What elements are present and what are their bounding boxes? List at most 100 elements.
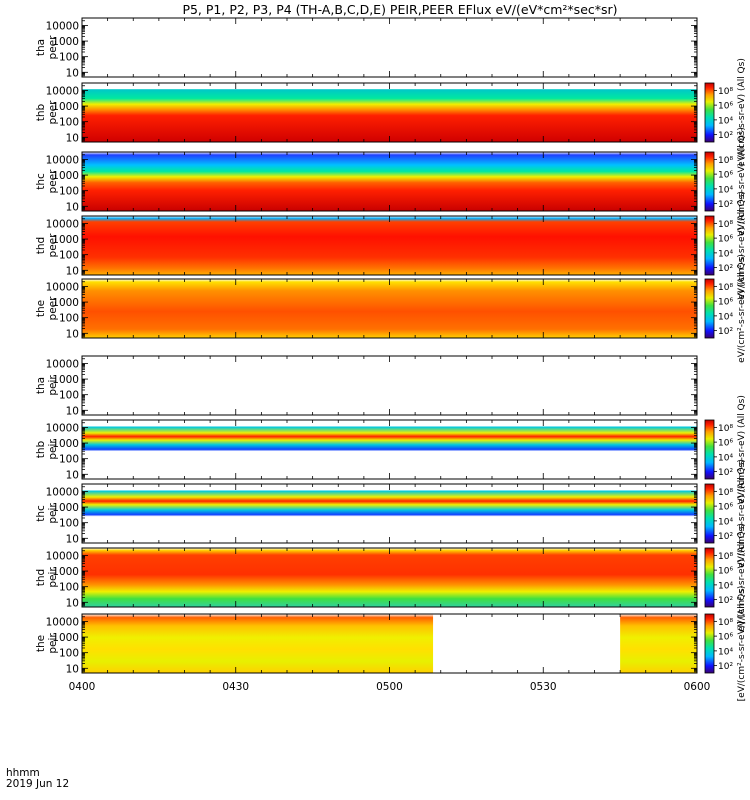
y-tick-label: 1000 [52,438,79,450]
colorbar-tick-label: 10⁸ [718,552,733,562]
y-tick-label: 10000 [46,85,79,97]
colorbar-the-peer: 10² 10⁴ 10⁶ 10⁸ eV/(cm²-s-sr-eV) (All Qs) [704,254,747,363]
panel-label-instrument: peer [47,296,59,321]
panel-label-probe: tha [35,377,47,394]
y-tick-label: 10000 [46,154,79,166]
y-tick-label: 10 [66,405,79,417]
colorbar-tick-label: 10² [718,200,733,210]
panel-thd-peir: 10 100 1000 10000 thd peir 10² 10⁴ 10⁶ 10⁸ eV/(cm²… [35,523,747,632]
panel-thc-peir: 10 100 1000 10000 thc peir 10² 10⁴ 10⁶ 10⁸ eV/(cm²… [35,459,747,568]
y-tick-label: 100 [59,52,79,64]
panel-label-probe: thc [35,505,47,522]
panel-the-peir: 10 100 1000 10000 the peir 10² 10⁴ 10⁶ 10⁸ [eV/(cm… [35,586,747,702]
y-tick-label: 10 [66,597,79,609]
y-tick-label: 10000 [46,358,79,370]
colorbar-thc-peir: 10² 10⁴ 10⁶ 10⁸ eV/(cm²-s-sr-eV) (All Qs) [704,459,747,568]
y-tick-label: 1000 [52,566,79,578]
colorbar-tick-label: 10⁸ [718,283,733,293]
y-tick-label: 10000 [46,486,79,498]
y-tick-label: 100 [59,250,79,262]
y-tick-label: 10 [66,469,79,481]
panel-label-probe: tha [35,39,47,56]
panel-thc-peer: 10 100 1000 10000 thc peer 10² 10⁴ 10⁶ 10⁸ eV/(cm²… [35,127,747,236]
y-tick-label: 10000 [46,218,79,230]
colorbar-tick-label: 10² [718,596,733,606]
colorbar-thd-peer: 10² 10⁴ 10⁶ 10⁸ eV/(cm²-s-sr-eV) (All Qs) [704,191,747,300]
y-tick-label: 10000 [46,422,79,434]
colorbar-tick-label: 10² [718,662,733,672]
spectrogram-thc-peir [82,484,697,543]
x-axis-label-hhmm: hhmm [6,767,40,779]
colorbar-tick-label: 10⁴ [718,116,733,126]
colorbar-tick-label: 10⁴ [718,185,733,195]
spectrogram-thd-peer [82,216,697,275]
y-tick-label: 10 [66,201,79,213]
y-tick-label: 100 [59,390,79,402]
colorbar-tick-label: 10⁶ [718,439,733,449]
colorbar-the-peir: 10² 10⁴ 10⁶ 10⁸ [eV/(cm²-s-sr-eV)] (All Qs) [704,586,747,702]
colorbar-thb-peir: 10² 10⁴ 10⁶ 10⁸ eV/(cm²-s-sr-eV) (All Qs) [704,395,747,504]
colorbar-label: eV/(cm²-s-sr-eV) (All Qs) [737,254,747,363]
colorbar-tick-label: 10⁶ [718,298,733,308]
colorbar-tick-label: 10⁴ [718,312,733,322]
y-tick-label: 10000 [46,616,79,628]
colorbar-label: eV/(cm²-s-sr-eV) (All Qs) [737,58,747,167]
x-tick-label: 0530 [530,681,557,693]
colorbar-tick-label: 10⁶ [718,567,733,577]
colorbar-tick-label: 10⁶ [718,102,733,112]
colorbar-thc-peer: 10² 10⁴ 10⁶ 10⁸ eV/(cm²-s-sr-eV) (All Qs) [704,127,747,236]
spectrogram-thb-peir [82,420,697,479]
colorbar-tick-label: 10⁴ [718,453,733,463]
panel-label-instrument: peer [47,233,59,258]
colorbar-thb-peer: 10² 10⁴ 10⁶ 10⁸ eV/(cm²-s-sr-eV) (All Qs) [704,58,747,167]
y-tick-label: 100 [59,454,79,466]
colorbar-tick-label: 10⁸ [718,156,733,166]
colorbar-tick-label: 10⁴ [718,249,733,259]
y-tick-label: 100 [59,186,79,198]
colorbar-thd-peir: 10² 10⁴ 10⁶ 10⁸ eV/(cm²-s-sr-eV) (All Qs) [704,523,747,632]
y-tick-label: 100 [59,648,79,660]
y-tick-label: 1000 [52,632,79,644]
colorbar-tick-label: 10⁸ [718,618,733,628]
panel-label-probe: thb [35,440,47,458]
colorbar-tick-label: 10⁸ [718,220,733,230]
colorbar-tick-label: 10² [718,264,733,274]
y-tick-label: 10 [66,533,79,545]
panel-label-probe: thd [35,237,47,254]
panel-label-probe: thb [35,103,47,121]
colorbar-tick-label: 10⁸ [718,87,733,97]
colorbar-tick-label: 10² [718,532,733,542]
panel-label-instrument: peir [47,439,59,460]
colorbar-tick-label: 10⁴ [718,581,733,591]
panel-label-probe: thd [35,569,47,586]
colorbar-tick-label: 10⁴ [718,517,733,527]
y-tick-label: 10 [66,328,79,340]
panel-label-instrument: peer [47,35,59,60]
panel-thb-peir: 10 100 1000 10000 thb peir 10² 10⁴ 10⁶ 10⁸ eV/(cm²… [35,395,747,504]
colorbar-label: eV/(cm²-s-sr-eV) (All Qs) [737,523,747,632]
y-tick-label: 10 [66,132,79,144]
y-tick-label: 1000 [52,502,79,514]
panel-label-instrument: peer [47,100,59,125]
y-tick-label: 1000 [52,170,79,182]
panel-thb-peer: 10 100 1000 10000 thb peer 10² 10⁴ 10⁶ 10⁸ eV/(cm²… [35,58,747,167]
panel-label-instrument: peir [47,503,59,524]
y-tick-label: 10 [66,265,79,277]
y-tick-label: 10 [66,663,79,675]
colorbar-tick-label: 10⁶ [718,503,733,513]
y-tick-label: 10000 [46,550,79,562]
y-tick-label: 1000 [52,374,79,386]
colorbar-tick-label: 10² [718,468,733,478]
y-tick-label: 100 [59,582,79,594]
y-tick-label: 100 [59,313,79,325]
data-gap [433,614,621,673]
colorbar-tick-label: 10⁸ [718,424,733,434]
colorbar-label: [eV/(cm²-s-sr-eV)] (All Qs) [737,586,747,702]
spectrogram-thd-peir [82,548,697,607]
colorbar-tick-label: 10⁶ [718,235,733,245]
colorbar-tick-label: 10⁶ [718,633,733,643]
x-tick-labels: 0400 0430 0500 0530 0600 [69,681,711,693]
x-axis: 0400 0430 0500 0530 0600 hhmm 2019 Jun 12 [6,681,710,790]
